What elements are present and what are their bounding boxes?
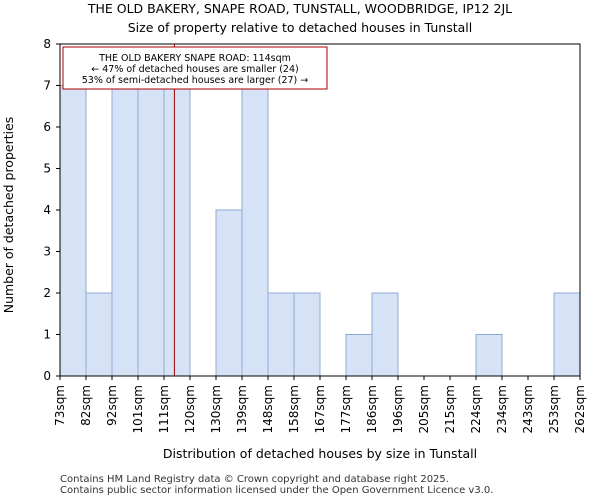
bar-111sqm: [163, 85, 191, 377]
y-axis-ticks: 0 1 2 3 4 5 6 7 8: [43, 37, 60, 383]
y-tick-label: 8: [43, 37, 51, 51]
bar-186sqm: [371, 292, 399, 377]
x-axis-label: Distribution of detached houses by size …: [163, 446, 477, 461]
x-tick-label: 158sqm: [287, 385, 301, 433]
bar-224sqm: [475, 334, 503, 377]
x-tick-label: 177sqm: [339, 385, 353, 433]
footer-line-1: Contains HM Land Registry data © Crown c…: [60, 474, 449, 485]
bar-139sqm: [241, 85, 269, 377]
chart-title: THE OLD BAKERY, SNAPE ROAD, TUNSTALL, WO…: [87, 1, 512, 16]
y-tick-label: 5: [43, 162, 51, 176]
annotation-line-2: ← 47% of detached houses are smaller (24…: [91, 64, 298, 75]
annotation-border: [62, 46, 328, 90]
bar-177sqm: [345, 334, 373, 377]
y-tick-label: 3: [43, 245, 51, 259]
chart-subtitle: Size of property relative to detached ho…: [128, 20, 473, 35]
bar-253sqm: [553, 292, 581, 377]
x-tick-label: 82sqm: [79, 385, 93, 426]
bar-130sqm: [215, 209, 243, 377]
y-axis-label: Number of detached properties: [1, 117, 16, 314]
x-tick-label: 196sqm: [391, 385, 405, 433]
annotation-line-1: THE OLD BAKERY SNAPE ROAD: 114sqm: [98, 53, 291, 64]
x-tick-label: 262sqm: [573, 385, 587, 433]
y-tick-label: 7: [43, 79, 51, 93]
bar-148sqm: [267, 292, 295, 377]
plot-frame: [59, 43, 581, 377]
x-tick-label: 215sqm: [443, 385, 457, 433]
x-tick-label: 92sqm: [105, 385, 119, 426]
x-tick-label: 234sqm: [495, 385, 509, 433]
bar-92sqm: [111, 85, 139, 377]
bar-101sqm: [137, 85, 165, 377]
annotation-box: THE OLD BAKERY SNAPE ROAD: 114sqm ← 47% …: [62, 46, 328, 90]
x-tick-label: 130sqm: [209, 385, 223, 433]
x-tick-label: 120sqm: [183, 385, 197, 433]
y-tick-label: 1: [43, 328, 51, 342]
footer-line-2: Contains public sector information licen…: [60, 485, 493, 496]
bar-73sqm: [59, 85, 87, 377]
x-tick-label: 73sqm: [53, 385, 67, 426]
x-tick-label: 186sqm: [365, 385, 379, 433]
annotation-line-3: 53% of semi-detached houses are larger (…: [82, 75, 309, 86]
x-tick-label: 253sqm: [547, 385, 561, 433]
x-tick-label: 111sqm: [157, 385, 171, 433]
x-axis-ticks: 73sqm 82sqm 92sqm 101sqm 111sqm 120sqm 130sqm 1…: [53, 376, 587, 433]
x-tick-label: 101sqm: [131, 385, 145, 433]
bars-group: [59, 85, 581, 377]
x-tick-label: 243sqm: [521, 385, 535, 433]
y-tick-label: 0: [43, 369, 51, 383]
y-tick-label: 4: [43, 203, 51, 217]
x-tick-label: 139sqm: [235, 385, 249, 433]
x-tick-label: 167sqm: [313, 385, 327, 433]
y-tick-label: 2: [43, 286, 51, 300]
bar-82sqm: [85, 292, 113, 377]
x-tick-label: 224sqm: [469, 385, 483, 433]
x-tick-label: 148sqm: [261, 385, 275, 433]
bar-158sqm: [293, 292, 321, 377]
x-tick-label: 205sqm: [417, 385, 431, 433]
y-tick-label: 6: [43, 120, 51, 134]
